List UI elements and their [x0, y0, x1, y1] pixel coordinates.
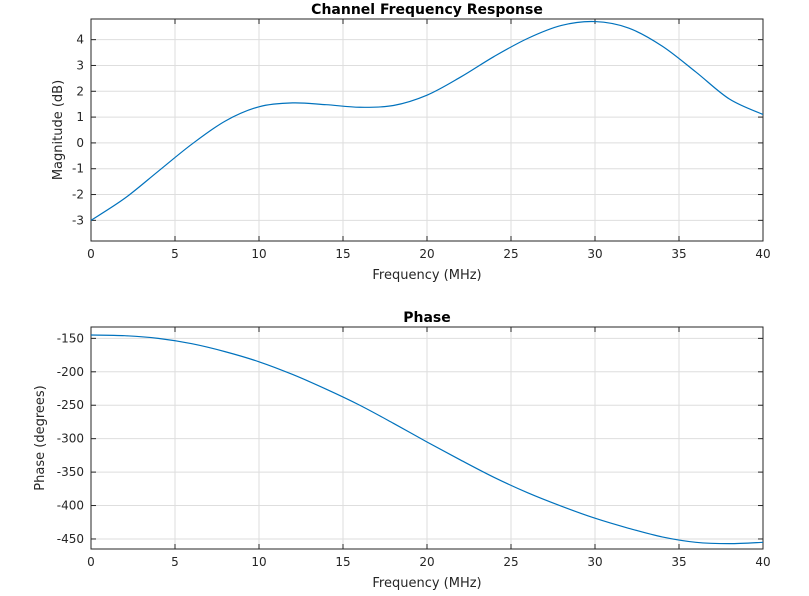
- magnitude-y-tick-label: 3: [76, 58, 84, 72]
- phase-y-tick-label: -300: [57, 432, 84, 446]
- magnitude-x-axis-label: Frequency (MHz): [372, 268, 481, 283]
- magnitude-x-tick-label: 40: [755, 247, 770, 261]
- magnitude-chart-title: Channel Frequency Response: [311, 2, 543, 18]
- phase-plot: 0 5 10 15 20 25 30 35 40 -150 -200 -250 -300 -350 -400…: [33, 310, 771, 591]
- magnitude-x-tick-label: 10: [251, 247, 266, 261]
- phase-series-line: [90, 334, 764, 545]
- magnitude-x-tick-label: 35: [671, 247, 686, 261]
- phase-y-tick-label: -200: [57, 365, 84, 379]
- phase-y-tick-label: -450: [57, 532, 84, 546]
- phase-x-tick-label: 25: [503, 555, 518, 569]
- phase-x-tick-label: 10: [251, 555, 266, 569]
- phase-y-tick-label: -350: [57, 465, 84, 479]
- phase-chart-title: Phase: [403, 310, 451, 326]
- phase-x-axis-label: Frequency (MHz): [372, 576, 481, 591]
- phase-x-tick-label: 30: [587, 555, 602, 569]
- magnitude-y-tick-label: 0: [76, 136, 84, 150]
- phase-y-tick-label: -400: [57, 499, 84, 513]
- magnitude-y-tick-label: 1: [76, 110, 84, 124]
- phase-y-axis-label: Phase (degrees): [33, 385, 48, 490]
- magnitude-x-tick-label: 20: [419, 247, 434, 261]
- phase-x-tick-label: 35: [671, 555, 686, 569]
- magnitude-plot: 0 5 10 15 20 25 30 35 40 -3 -2 -1 0 1 2 3 4 Channel Frequ…: [51, 2, 771, 283]
- phase-x-tick-label: 15: [335, 555, 350, 569]
- magnitude-y-tick-label: -1: [72, 162, 84, 176]
- magnitude-x-tick-label: 15: [335, 247, 350, 261]
- magnitude-y-axis-label: Magnitude (dB): [51, 80, 66, 180]
- phase-y-tick-label: -250: [57, 398, 84, 412]
- magnitude-x-tick-label: 0: [87, 247, 95, 261]
- magnitude-x-tick-label: 5: [171, 247, 179, 261]
- phase-x-tick-label: 20: [419, 555, 434, 569]
- phase-x-tick-label: 0: [87, 555, 95, 569]
- magnitude-y-tick-label: 4: [76, 33, 84, 47]
- magnitude-y-tick-label: -3: [72, 213, 84, 227]
- magnitude-y-tick-label: 2: [76, 84, 84, 98]
- magnitude-series-line: [90, 20, 764, 221]
- magnitude-y-tick-label: -2: [72, 188, 84, 202]
- phase-x-tick-label: 40: [755, 555, 770, 569]
- phase-y-tick-label: -150: [57, 331, 84, 345]
- magnitude-x-tick-label: 30: [587, 247, 602, 261]
- magnitude-x-tick-label: 25: [503, 247, 518, 261]
- phase-x-tick-label: 5: [171, 555, 179, 569]
